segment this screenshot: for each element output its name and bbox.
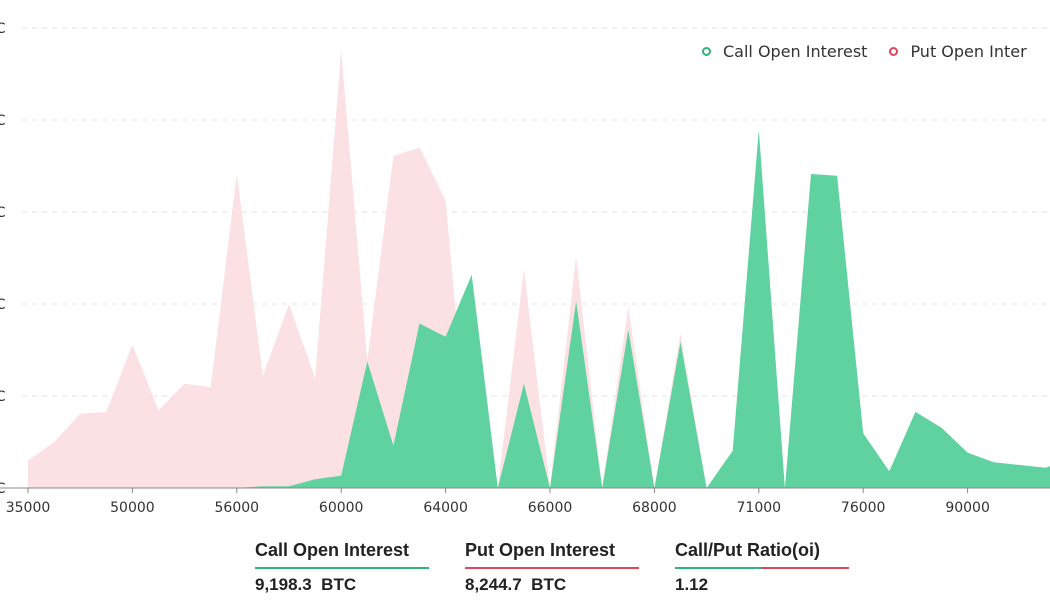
open-interest-chart: TC TC TC TC TC TC 35000 50000 56000 60000 64000 66…: [0, 21, 1050, 516]
x-tick-label: 68000: [632, 500, 677, 516]
x-tick-label: 90000: [945, 500, 990, 516]
y-tick-label: TC: [0, 481, 6, 497]
summary-call-label: Call Open Interest: [255, 540, 410, 560]
summary-ratio-label: Call/Put Ratio(oi): [675, 540, 820, 560]
summary-ratio: Call/Put Ratio(oi) 1.12: [675, 540, 849, 595]
put-legend-dot-icon: [889, 47, 899, 56]
call-area: [28, 129, 1050, 488]
y-tick-label: TC: [0, 21, 6, 37]
x-tick-label: 71000: [737, 500, 782, 516]
summary-put-value: 8,244.7 BTC: [465, 575, 567, 594]
summary-panel: Call Open Interest 9,198.3 BTC Put Open …: [255, 540, 885, 595]
grid-lines: [22, 27, 1050, 397]
legend-item-call[interactable]: Call Open Interest: [702, 42, 867, 61]
summary-call: Call Open Interest 9,198.3 BTC: [255, 540, 429, 595]
call-series: [28, 129, 1050, 488]
summary-put: Put Open Interest 8,244.7 BTC: [465, 540, 639, 595]
put-series: [28, 50, 1050, 488]
summary-ratio-underline: [675, 567, 849, 569]
summary-ratio-value: 1.12: [675, 575, 709, 594]
summary-put-label: Put Open Interest: [465, 540, 616, 560]
summary-call-underline: [255, 567, 429, 569]
legend-call-label: Call Open Interest: [723, 42, 868, 61]
x-axis-ticks: 35000 50000 56000 60000 64000 66000 68000 71000…: [6, 488, 990, 516]
call-legend-dot-icon: [702, 47, 711, 56]
x-tick-label: 60000: [319, 500, 364, 516]
x-tick-label: 35000: [6, 500, 51, 516]
y-tick-label: TC: [0, 205, 6, 221]
summary-call-value: 9,198.3 BTC: [255, 575, 357, 594]
legend-item-put[interactable]: Put Open Inter: [889, 42, 1027, 61]
x-tick-label: 64000: [423, 500, 468, 516]
x-tick-label: 76000: [841, 500, 886, 516]
summary-put-underline: [465, 567, 639, 569]
y-tick-label: TC: [0, 297, 6, 313]
y-tick-label: TC: [0, 113, 6, 129]
legend-put-label: Put Open Inter: [910, 42, 1027, 61]
chart-legend: Call Open Interest Put Open Inter: [702, 42, 1049, 61]
put-area: [28, 50, 1050, 488]
y-tick-label: TC: [0, 389, 6, 405]
x-tick-label: 56000: [215, 500, 260, 516]
x-tick-label: 66000: [528, 500, 573, 516]
x-tick-label: 50000: [110, 500, 155, 516]
y-axis-labels: TC TC TC TC TC TC: [0, 21, 6, 497]
